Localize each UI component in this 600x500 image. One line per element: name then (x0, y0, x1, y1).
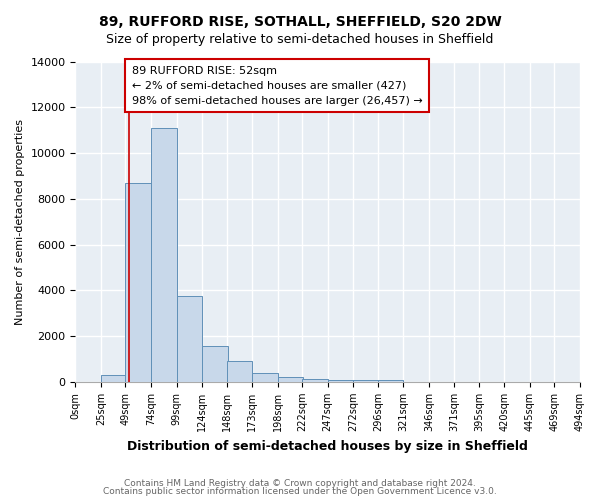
Text: Size of property relative to semi-detached houses in Sheffield: Size of property relative to semi-detach… (106, 32, 494, 46)
Bar (101, 375, 127, 382)
Bar (176, 296, 202, 382)
Bar (378, 380, 403, 382)
Bar (151, 128, 176, 382)
Text: Contains public sector information licensed under the Open Government Licence v3: Contains public sector information licen… (103, 487, 497, 496)
Text: 89 RUFFORD RISE: 52sqm
← 2% of semi-detached houses are smaller (427)
98% of sem: 89 RUFFORD RISE: 52sqm ← 2% of semi-deta… (131, 66, 422, 106)
Bar (278, 378, 303, 382)
Bar (302, 378, 328, 382)
Bar (328, 380, 353, 382)
X-axis label: Distribution of semi-detached houses by size in Sheffield: Distribution of semi-detached houses by … (127, 440, 528, 452)
Bar (353, 380, 379, 382)
Bar (227, 362, 252, 382)
Text: Contains HM Land Registry data © Crown copyright and database right 2024.: Contains HM Land Registry data © Crown c… (124, 478, 476, 488)
Bar (252, 373, 278, 382)
Bar (202, 346, 227, 382)
Bar (125, 183, 151, 382)
Y-axis label: Number of semi-detached properties: Number of semi-detached properties (15, 118, 25, 324)
Text: 89, RUFFORD RISE, SOTHALL, SHEFFIELD, S20 2DW: 89, RUFFORD RISE, SOTHALL, SHEFFIELD, S2… (98, 15, 502, 29)
